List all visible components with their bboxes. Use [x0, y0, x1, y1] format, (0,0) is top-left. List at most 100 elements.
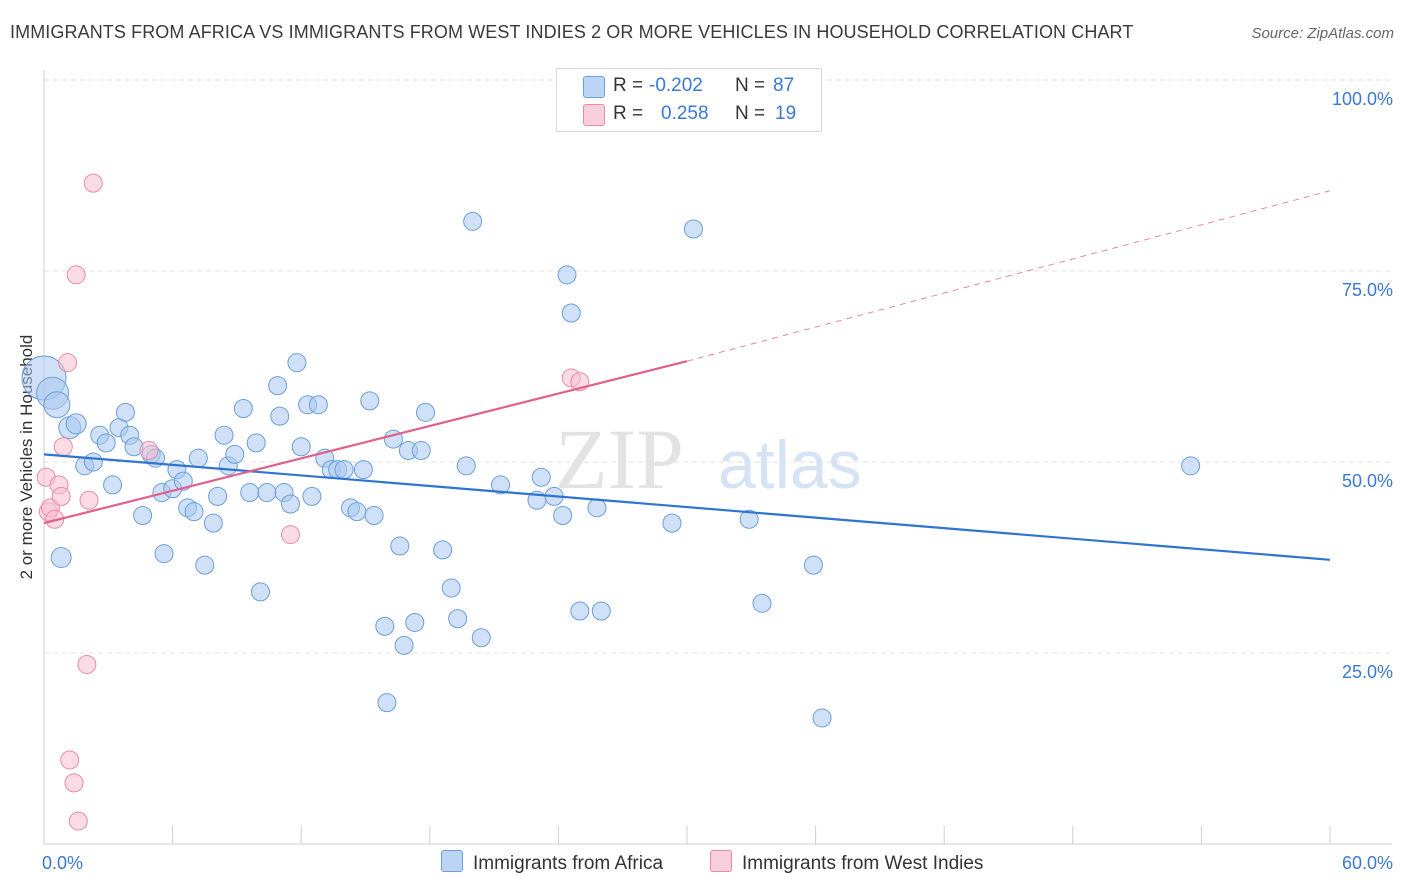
west-indies-point — [79, 490, 99, 510]
west-indies-trend-extension — [686, 190, 1331, 362]
legend-r-label: R = — [613, 103, 644, 124]
west-indies-point — [64, 773, 84, 793]
west-indies-swatch — [583, 104, 605, 126]
legend-n-label: N = — [735, 103, 766, 124]
africa-point — [246, 433, 266, 453]
africa-trend-line — [43, 453, 1331, 561]
africa-point — [287, 353, 307, 373]
africa-point — [154, 544, 174, 564]
legend-label: Immigrants from West Indies — [742, 853, 984, 874]
africa-point — [291, 437, 311, 457]
africa-point — [43, 391, 71, 419]
africa-point — [411, 441, 431, 461]
africa-point — [683, 219, 703, 239]
africa-point — [225, 444, 245, 464]
africa-point — [570, 601, 590, 621]
west-indies-trend-line — [43, 360, 688, 525]
africa-point — [65, 413, 87, 435]
west-indies-point — [60, 750, 80, 770]
africa-point — [257, 483, 277, 503]
africa-point — [471, 628, 491, 648]
africa-point — [208, 486, 228, 506]
legend-item-west-indies: Immigrants from West Indies — [710, 850, 983, 875]
legend-n-label: N = — [735, 75, 766, 96]
africa-point — [405, 612, 425, 632]
africa-point — [394, 635, 414, 655]
west-indies-point — [53, 437, 73, 457]
africa-point — [463, 211, 483, 231]
africa-point — [360, 391, 380, 411]
africa-point — [364, 505, 384, 525]
africa-point — [270, 406, 290, 426]
africa-legend-swatch — [441, 850, 463, 872]
africa-point — [377, 693, 397, 713]
legend-label: Immigrants from Africa — [473, 853, 664, 874]
x-tick-label: 60.0% — [1342, 853, 1393, 873]
africa-point — [50, 547, 72, 568]
africa-point — [347, 502, 367, 522]
axes — [43, 70, 1392, 845]
africa-point — [491, 475, 511, 495]
africa-point — [83, 452, 103, 472]
y-tick-label: 50.0% — [1342, 471, 1393, 491]
africa-point — [752, 593, 772, 613]
source-label: Source: ZipAtlas.com — [1251, 25, 1394, 42]
africa-point — [173, 471, 193, 491]
africa-point — [203, 513, 223, 533]
africa-point — [280, 494, 300, 514]
africa-point — [390, 536, 410, 556]
africa-point — [184, 502, 204, 522]
africa-point — [448, 609, 468, 629]
africa-point — [334, 460, 354, 480]
x-tick-label: 0.0% — [42, 853, 83, 873]
legend-item-africa: Immigrants from Africa — [441, 850, 663, 875]
africa-point — [433, 540, 453, 560]
africa-point — [591, 601, 611, 621]
africa-point — [240, 483, 260, 503]
africa-point — [416, 402, 436, 422]
grid-lines — [44, 79, 1392, 654]
africa-point — [561, 303, 581, 323]
africa-point — [353, 460, 373, 480]
africa-point — [195, 555, 215, 575]
africa-point — [233, 399, 253, 419]
stats-legend: R = -0.202 N = 87 R = 0.258 N = 19 — [556, 68, 822, 132]
data-points — [21, 173, 1201, 831]
legend-n-value: 87 — [773, 75, 795, 96]
africa-swatch — [583, 76, 605, 98]
africa-point — [115, 402, 135, 422]
africa-point — [268, 376, 288, 396]
africa-point — [803, 555, 823, 575]
africa-point — [557, 265, 577, 285]
west-indies-point — [280, 525, 300, 545]
chart-title: IMMIGRANTS FROM AFRICA VS IMMIGRANTS FRO… — [10, 22, 1134, 42]
y-tick-label: 75.0% — [1342, 280, 1393, 300]
africa-point — [441, 578, 461, 598]
africa-point — [103, 475, 123, 495]
africa-point — [214, 425, 234, 445]
africa-point — [812, 708, 832, 728]
legend-r-value: 0.258 — [661, 103, 709, 124]
africa-point — [250, 582, 270, 602]
legend-r-value: -0.202 — [649, 75, 703, 96]
west-indies-legend-swatch — [710, 850, 732, 872]
africa-point — [456, 456, 476, 476]
west-indies-point — [77, 654, 97, 674]
africa-point — [531, 467, 551, 487]
africa-point — [308, 395, 328, 415]
africa-point — [133, 505, 153, 525]
africa-point — [188, 448, 208, 468]
africa-point — [587, 498, 607, 518]
africa-point — [662, 513, 682, 533]
africa-point — [302, 486, 322, 506]
tick-labels: 25.0% 50.0% 75.0% 100.0% 0.0% 60.0% — [42, 89, 1393, 873]
west-indies-point — [139, 441, 159, 461]
africa-point — [96, 433, 116, 453]
trend-lines — [43, 190, 1331, 561]
y-tick-label: 25.0% — [1342, 662, 1393, 682]
west-indies-point — [83, 173, 103, 193]
legend-r-label: R = — [613, 75, 644, 96]
y-tick-label: 100.0% — [1332, 89, 1393, 109]
watermark-zip: ZIP — [555, 411, 684, 507]
west-indies-point — [58, 353, 78, 373]
